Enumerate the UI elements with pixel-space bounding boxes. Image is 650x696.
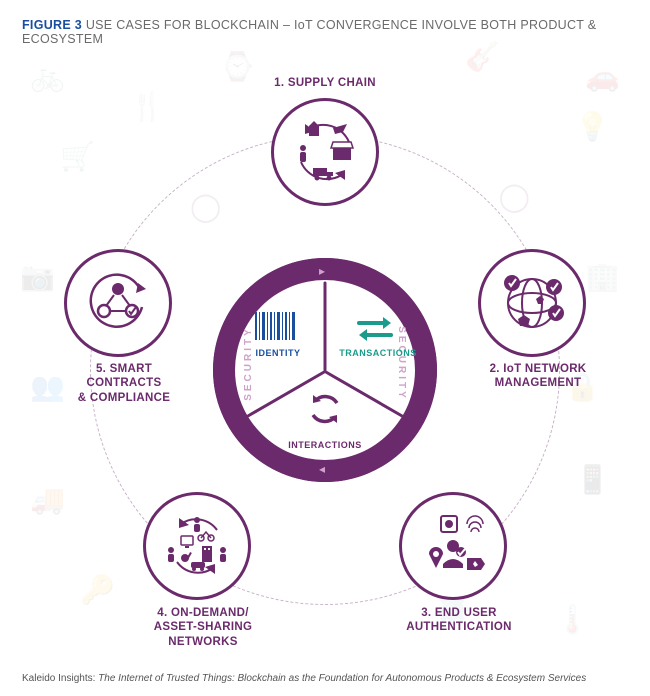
node-label-supply-chain: 1. SUPPLY CHAIN [245, 76, 405, 90]
diagram-stage: SECURITY SECURITY ▸ ◂ IDENTITY [0, 40, 650, 666]
ring-arrow-icon: ▸ [319, 264, 325, 278]
compliance-icon [78, 263, 158, 343]
node-end-user-auth [399, 492, 507, 600]
ring-text-right: SECURITY [396, 326, 407, 401]
node-label-iot-network: 2. IoT NETWORKMANAGEMENT [458, 362, 618, 391]
node-label-compliance: 5. SMARTCONTRACTS& COMPLIANCE [44, 362, 204, 405]
ring-arrow-icon: ◂ [319, 462, 325, 476]
figure-footer: Kaleido Insights: The Internet of Truste… [22, 673, 586, 684]
footer-title: The Internet of Trusted Things: Blockcha… [98, 673, 586, 684]
footer-source: Kaleido Insights: [22, 673, 98, 684]
node-supply-chain [271, 98, 379, 206]
ring-text-left: SECURITY [243, 326, 254, 401]
network-globe-icon [492, 263, 572, 343]
node-smart-contracts [64, 249, 172, 357]
hub-divider [324, 282, 327, 372]
hub-segment-identity: IDENTITY [233, 348, 323, 358]
node-asset-sharing [143, 492, 251, 600]
barcode-icon [255, 312, 295, 349]
supply-chain-icon [285, 112, 365, 192]
arrows-exchange-icon [355, 314, 395, 349]
auth-icon [413, 506, 493, 586]
node-label-auth: 3. END USERAUTHENTICATION [379, 606, 539, 635]
central-hub: SECURITY SECURITY ▸ ◂ IDENTITY [213, 258, 437, 482]
node-label-sharing: 4. ON-DEMAND/ASSET-SHARINGNETWORKS [123, 606, 283, 649]
hub-segment-transactions: TRANSACTIONS [333, 348, 423, 358]
cycle-arrows-icon [307, 391, 343, 432]
hub-segment-interactions: INTERACTIONS [280, 440, 370, 450]
figure-number: FIGURE 3 [22, 18, 82, 32]
node-iot-network [478, 249, 586, 357]
sharing-icon [157, 506, 237, 586]
